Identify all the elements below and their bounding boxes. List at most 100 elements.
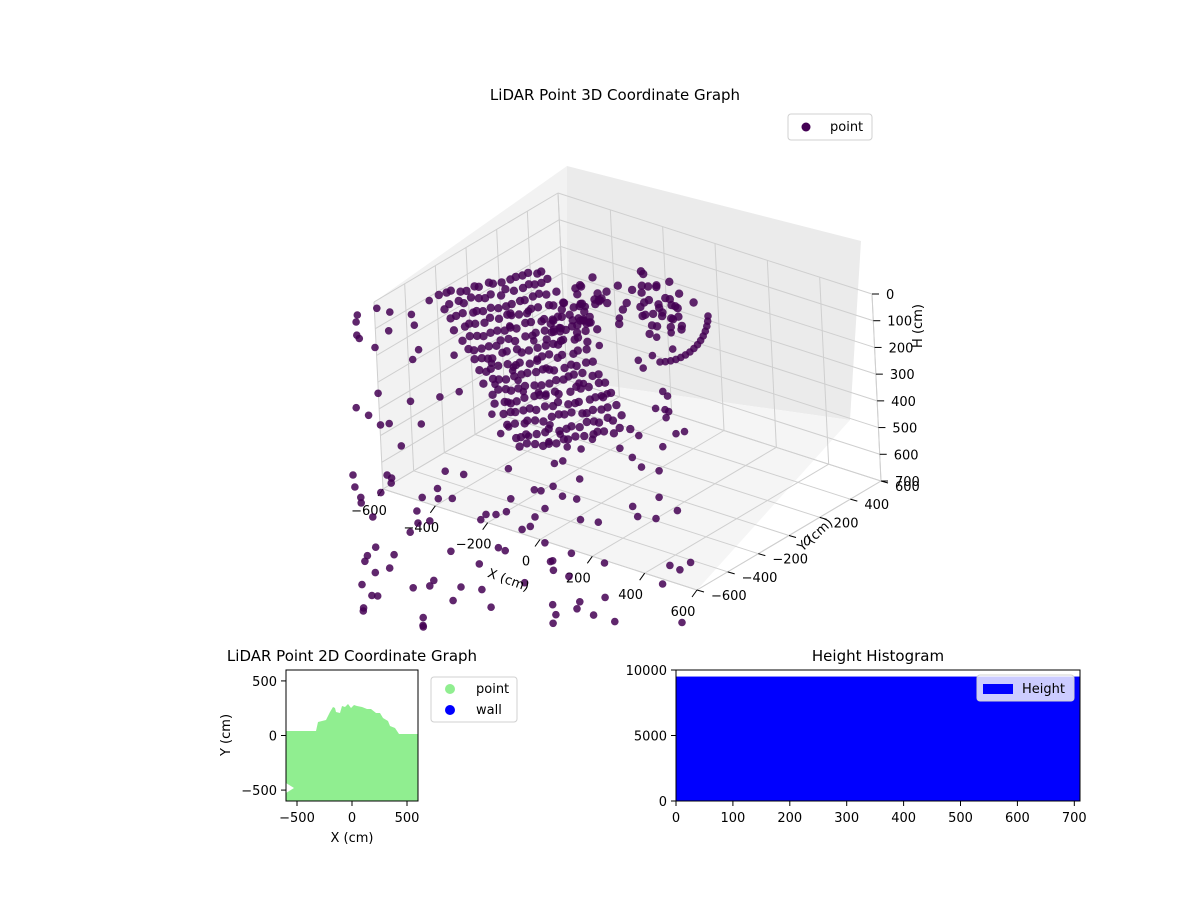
data-point [591, 393, 600, 402]
data-point [599, 427, 609, 436]
z-tick-label: 300 [890, 368, 915, 383]
chart2d-title: LiDAR Point 2D Coordinate Graph [227, 647, 477, 665]
data-point [573, 605, 581, 613]
data-point [511, 407, 520, 417]
data-point [689, 298, 698, 307]
data-point [352, 318, 360, 326]
data-point [545, 438, 553, 446]
data-point [458, 309, 467, 318]
data-point [530, 280, 539, 289]
y-tick-label-2d: 0 [269, 730, 277, 745]
data-point [577, 445, 585, 453]
data-point [627, 285, 637, 295]
data-point [530, 439, 540, 449]
data-point [409, 584, 418, 592]
data-point [560, 410, 569, 419]
data-point [484, 342, 494, 351]
data-point [615, 423, 624, 433]
data-point [501, 546, 510, 555]
data-point [450, 351, 458, 360]
grid-line [566, 379, 882, 482]
data-point [582, 345, 591, 354]
legend-hist: Height [976, 674, 1075, 702]
data-point [352, 403, 361, 412]
data-point [578, 368, 587, 378]
data-point [609, 429, 619, 438]
grid-line [557, 192, 568, 381]
data-point [537, 381, 546, 390]
data-point [667, 329, 675, 337]
data-point [572, 495, 581, 503]
data-point [567, 422, 576, 431]
data-point [479, 332, 488, 341]
data-point [557, 350, 567, 360]
grid-line [565, 352, 880, 455]
data-point [349, 471, 357, 479]
data-point [676, 566, 684, 574]
data-point [530, 486, 539, 494]
y-tick-label: 600 [895, 480, 920, 495]
z-axis-label-3d: H (cm) [911, 304, 926, 348]
grid-line [378, 299, 564, 410]
data-point [373, 592, 382, 600]
data-point [419, 613, 428, 622]
data-point [492, 510, 500, 519]
data-point [580, 431, 589, 441]
grid-line [662, 226, 673, 414]
data-point [530, 416, 540, 425]
data-point [539, 314, 549, 324]
chart-histogram: Height Histogram 0 100 200 300 400 500 600 7000… [626, 647, 1087, 826]
data-point [644, 295, 654, 305]
data-point [507, 495, 515, 503]
data-point [565, 572, 573, 581]
legend-label-point: point [830, 120, 863, 135]
data-point [457, 583, 465, 591]
data-point [471, 319, 480, 328]
data-point [520, 578, 529, 587]
data-point [533, 355, 541, 363]
data-point [563, 443, 571, 451]
data-point [351, 483, 359, 491]
data-point [511, 272, 520, 282]
data-point [526, 317, 536, 327]
legend-3d: point [787, 113, 873, 141]
data-point [479, 379, 488, 388]
data-point [556, 336, 566, 346]
data-point [451, 311, 461, 321]
data-point [575, 475, 584, 483]
data-point [482, 510, 490, 519]
z-tick-label: 400 [891, 395, 916, 410]
data-point [637, 281, 646, 290]
data-point [594, 518, 603, 526]
data-point [546, 421, 554, 429]
data-point [573, 290, 582, 299]
data-point [548, 557, 557, 565]
x-tick-label: −600 [351, 504, 387, 519]
data-point [532, 405, 541, 415]
data-point [371, 543, 380, 551]
x-tick-label-hist: 600 [1005, 811, 1030, 826]
data-point [522, 439, 532, 448]
data-point [406, 528, 415, 536]
data-point [488, 410, 496, 419]
x-tick-mark [429, 505, 436, 514]
data-point [552, 610, 560, 619]
x-tick-label-hist: 300 [834, 811, 859, 826]
y-tick-label: −400 [742, 571, 778, 586]
y-tick-mark [696, 589, 705, 593]
data-point [633, 512, 642, 521]
point-region-edge-gap [286, 783, 294, 793]
data-point [494, 314, 504, 323]
grid-line [766, 260, 777, 448]
x-tick-mark [691, 589, 698, 598]
grid-line [373, 192, 559, 303]
y-tick-label: 0 [803, 535, 811, 550]
data-point [494, 361, 503, 370]
z-tick-label: 700 [895, 475, 920, 490]
x-tick-label: 0 [522, 555, 530, 570]
grid-line [609, 209, 620, 397]
y-tick-mark [819, 516, 827, 520]
y-tick-label-hist: 5000 [634, 730, 667, 745]
chart3d-title: LiDAR Point 3D Coordinate Graph [490, 86, 740, 104]
x-tick-label-hist: 0 [672, 811, 680, 826]
